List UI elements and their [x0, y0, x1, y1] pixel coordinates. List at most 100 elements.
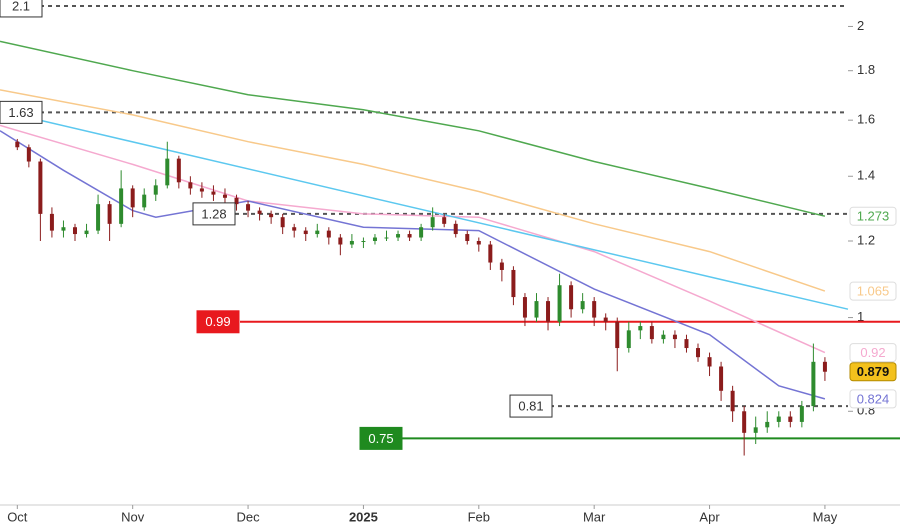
- candle-body: [511, 269, 516, 298]
- candle-body: [615, 321, 620, 349]
- candle-body: [222, 194, 227, 198]
- candle-body: [234, 197, 239, 205]
- candle-body: [142, 194, 147, 208]
- level-label-box: [509, 394, 553, 418]
- candle-body: [292, 227, 297, 231]
- candle-body: [15, 141, 20, 148]
- candle-body: [430, 217, 435, 228]
- candle-body: [442, 217, 447, 224]
- value-label: 0.824: [857, 391, 890, 406]
- x-tick-label: Oct: [7, 509, 28, 524]
- trendline: [28, 116, 849, 310]
- candle-body: [799, 406, 804, 422]
- value-label-box: [849, 206, 897, 226]
- candle-body: [776, 416, 781, 422]
- y-tick-label: 1.4: [857, 168, 875, 183]
- candle-body: [326, 230, 331, 238]
- x-tick-label: Apr: [699, 509, 720, 524]
- candle-body: [534, 301, 539, 318]
- candle-body: [765, 421, 770, 428]
- candle-body: [707, 357, 712, 367]
- candle-body: [176, 158, 181, 183]
- candle-body: [753, 427, 758, 433]
- x-tick-label: 2025: [349, 509, 378, 524]
- candle-body: [822, 361, 827, 372]
- level-label: 1.63: [8, 105, 33, 120]
- x-tick-label: Feb: [468, 509, 490, 524]
- level-label: 2.1: [12, 0, 30, 13]
- candle-body: [211, 191, 216, 195]
- candle-body: [349, 240, 354, 245]
- level-label-box: [196, 310, 240, 334]
- candle-body: [407, 234, 412, 238]
- x-tick-label: Dec: [236, 509, 260, 524]
- candle-body: [684, 339, 689, 349]
- candle-body: [661, 334, 666, 340]
- moving-average: [0, 89, 826, 292]
- level-label-box: [192, 202, 236, 226]
- y-tick-label: 1.6: [857, 112, 875, 127]
- level-label-box: [359, 426, 403, 450]
- x-tick-label: Nov: [121, 509, 145, 524]
- value-label: 1.065: [857, 284, 890, 299]
- candle-body: [396, 234, 401, 238]
- candle-body: [603, 317, 608, 322]
- candle-body: [199, 188, 204, 192]
- candle-body: [372, 237, 377, 241]
- y-tick-label: 2: [857, 18, 864, 33]
- candle-body: [592, 301, 597, 318]
- candle-body: [153, 185, 158, 195]
- candle-body: [188, 182, 193, 189]
- candle-body: [788, 416, 793, 422]
- candle-body: [384, 237, 389, 239]
- value-label-box: [849, 362, 897, 382]
- candle-body: [730, 390, 735, 412]
- candle-body: [626, 330, 631, 349]
- candle-body: [38, 161, 43, 214]
- candle-body: [246, 204, 251, 211]
- candle-body: [719, 366, 724, 391]
- candle-body: [419, 227, 424, 238]
- y-tick-label: 1: [857, 309, 864, 324]
- candle-body: [465, 234, 470, 241]
- candle-body: [569, 285, 574, 310]
- candle-body: [119, 188, 124, 224]
- value-label: 0.879: [857, 364, 890, 379]
- candle-body: [811, 361, 816, 407]
- candle-body: [522, 297, 527, 318]
- x-tick-label: Mar: [583, 509, 606, 524]
- candle-body: [476, 240, 481, 245]
- candle-body: [546, 301, 551, 322]
- candle-body: [96, 204, 101, 231]
- value-label: 1.273: [857, 209, 890, 224]
- level-label-box: [0, 100, 43, 124]
- level-label: 0.75: [368, 431, 393, 446]
- moving-average: [0, 40, 826, 217]
- candle-body: [165, 158, 170, 186]
- candle-body: [696, 348, 701, 358]
- level-label-box: [0, 0, 43, 18]
- candle-body: [315, 230, 320, 235]
- candle-body: [130, 188, 135, 208]
- y-tick-label: 1.2: [857, 232, 875, 247]
- value-label-box: [849, 343, 897, 363]
- moving-average: [0, 124, 826, 354]
- candle-body: [453, 223, 458, 235]
- candle-body: [672, 334, 677, 340]
- candle-body: [303, 230, 308, 235]
- level-label: 1.28: [201, 206, 226, 221]
- candle-body: [84, 230, 89, 235]
- value-label-box: [849, 281, 897, 301]
- candle-body: [26, 147, 31, 162]
- x-tick-label: May: [813, 509, 838, 524]
- y-tick-label: 1.8: [857, 62, 875, 77]
- candle-body: [499, 262, 504, 270]
- candle-body: [72, 227, 77, 235]
- candle-body: [257, 210, 262, 214]
- value-label: 0.92: [860, 345, 885, 360]
- candle-body: [361, 240, 366, 242]
- candle-body: [280, 217, 285, 228]
- level-label: 0.99: [205, 314, 230, 329]
- candle-body: [742, 411, 747, 433]
